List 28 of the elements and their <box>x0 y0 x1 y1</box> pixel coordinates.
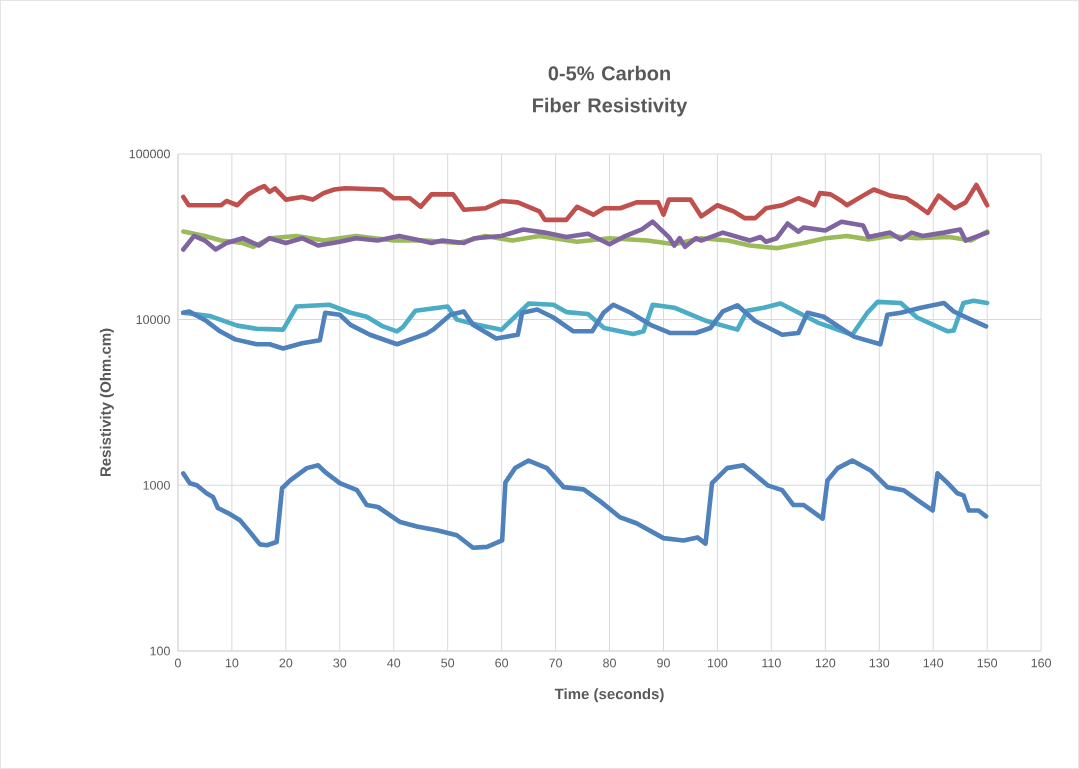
y-tick-label: 10000 <box>136 315 170 325</box>
x-tick-label: 50 <box>441 658 455 668</box>
x-tick-label: 70 <box>549 658 563 668</box>
line-series <box>181 219 990 252</box>
x-tick-label: 150 <box>977 658 998 668</box>
line-series <box>181 458 989 551</box>
x-tick-label: 90 <box>657 658 670 668</box>
x-tick-label: 140 <box>923 658 944 668</box>
x-tick-label: 100 <box>707 658 728 668</box>
x-tick-label: 40 <box>387 658 401 668</box>
y-tick-label: 100 <box>150 646 170 656</box>
x-tick-label: 130 <box>869 658 890 668</box>
x-tick-label: 10 <box>225 658 239 668</box>
y-tick-label: 100000 <box>129 149 170 159</box>
line-series <box>181 300 989 351</box>
x-tick-label: 120 <box>815 658 836 668</box>
x-tick-label: 60 <box>495 658 509 668</box>
x-tick-label: 20 <box>279 658 293 668</box>
x-tick-label: 80 <box>603 658 616 668</box>
x-tick-label: 110 <box>762 658 781 668</box>
x-tick-label: 30 <box>333 658 347 668</box>
y-tick-label: 1000 <box>143 480 170 490</box>
x-axis-title: Time (seconds) <box>554 688 664 703</box>
x-tick-label: 160 <box>1031 658 1052 668</box>
chart-title: 0-5% Carbon Fiber Resistivity <box>533 65 688 117</box>
x-tick-label: 0 <box>174 658 181 668</box>
y-axis-title: Resistivity (Ohm.cm) <box>99 328 114 477</box>
line-series <box>181 182 990 223</box>
